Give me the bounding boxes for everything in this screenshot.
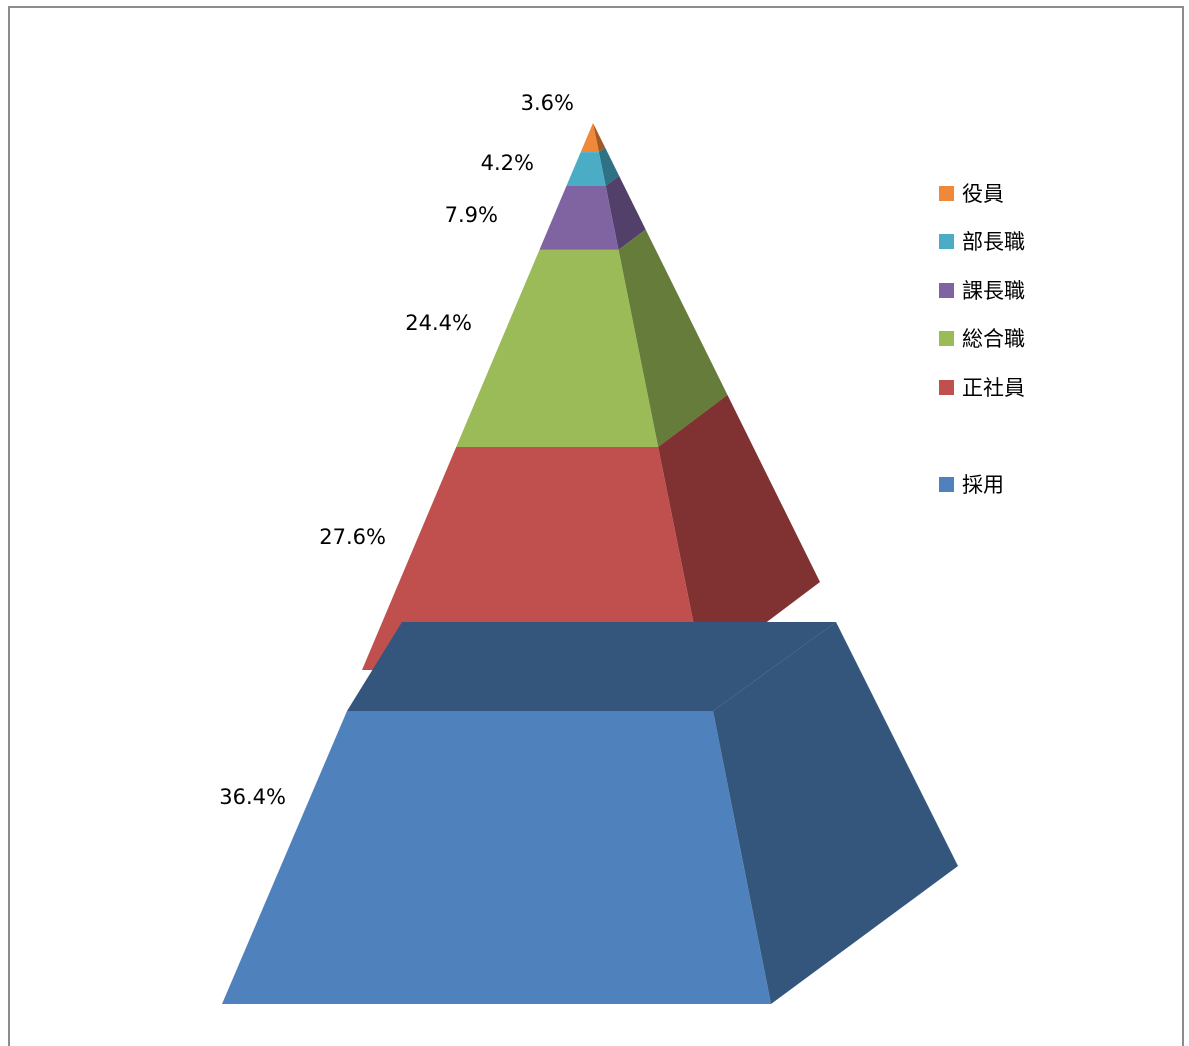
data-label-item-3: 24.4% bbox=[405, 311, 472, 335]
data-labels: 3.6% 4.2% 7.9% 24.4% 27.6% 36.4% bbox=[219, 91, 574, 809]
legend-swatch-item-1 bbox=[939, 234, 954, 249]
legend-swatch-item-4 bbox=[939, 380, 954, 395]
data-label-item-1: 4.2% bbox=[481, 151, 534, 175]
base-block-top bbox=[347, 622, 836, 711]
legend-label-item-5: 採用 bbox=[962, 473, 1004, 497]
legend-swatch-item-5 bbox=[939, 477, 954, 492]
legend-label-item-4: 正社員 bbox=[962, 376, 1025, 400]
pyramid-segment-item-0 bbox=[580, 123, 599, 153]
base-block-front bbox=[222, 711, 771, 1004]
pyramid-segment-item-1 bbox=[566, 152, 606, 187]
pyramid-segment-item-3 bbox=[456, 249, 659, 447]
pyramid-side-item-2 bbox=[605, 175, 646, 250]
data-label-item-4: 27.6% bbox=[319, 525, 386, 549]
pyramid-side-item-3 bbox=[618, 229, 728, 447]
pyramid-side-item-1 bbox=[598, 147, 620, 187]
legend-swatch-item-2 bbox=[939, 283, 954, 298]
pyramid-side-item-0 bbox=[593, 123, 606, 153]
pyramid-segment-item-4 bbox=[362, 446, 703, 670]
pyramid-segment-item-2 bbox=[539, 186, 619, 250]
chart-shapes bbox=[222, 123, 958, 1004]
data-label-item-0: 3.6% bbox=[521, 91, 574, 115]
legend-label-item-0: 役員 bbox=[962, 182, 1004, 206]
legend-swatch-item-0 bbox=[939, 186, 954, 201]
legend-swatch-item-3 bbox=[939, 331, 954, 346]
data-label-item-2: 7.9% bbox=[445, 203, 498, 227]
legend-label-item-3: 総合職 bbox=[962, 327, 1025, 351]
base-block-side bbox=[713, 622, 958, 1004]
pyramid-side-item-4 bbox=[658, 394, 820, 670]
legend-label-item-2: 課長職 bbox=[962, 279, 1025, 303]
legend-label-item-1: 部長職 bbox=[962, 230, 1025, 254]
data-label-base: 36.4% bbox=[219, 785, 286, 809]
